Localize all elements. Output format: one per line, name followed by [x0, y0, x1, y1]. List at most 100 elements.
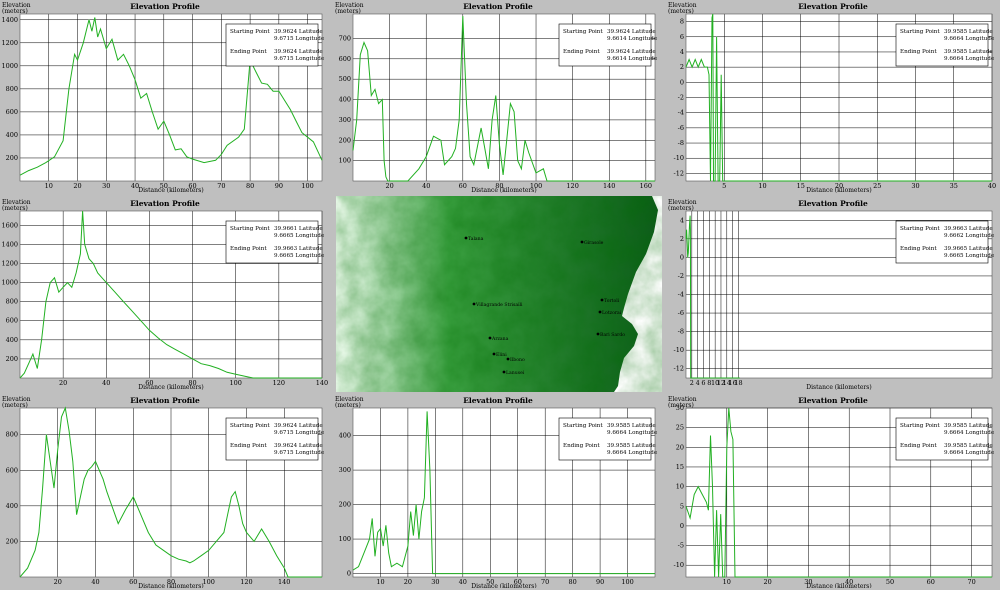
- legend-start-lon: 9.6662 Longitude: [944, 233, 995, 239]
- legend-box: [225, 220, 319, 264]
- legend-end-label: Ending Point: [230, 443, 267, 449]
- elevation-line: [19, 406, 322, 578]
- y-axis-unit: (meters): [2, 205, 28, 212]
- y-tick-label: 1000: [1, 279, 18, 287]
- place-label: Talana: [468, 236, 484, 242]
- legend-end-label: Ending Point: [230, 49, 267, 55]
- legend-end-lat: 39.9585 Latitude: [944, 443, 993, 449]
- place-label: Arzana: [491, 336, 509, 342]
- x-tick-label: 70: [217, 182, 225, 190]
- x-tick-label: 120: [240, 578, 252, 586]
- y-tick-label: 5: [680, 502, 684, 510]
- x-tick-label: 90: [275, 182, 283, 190]
- y-tick-label: 15: [676, 463, 684, 471]
- x-tick-label: 20: [385, 182, 393, 190]
- x-tick-label: 120: [273, 379, 285, 387]
- x-axis-label: Distance (kilometers): [806, 384, 871, 391]
- legend-start-lon: 9.6665 Longitude: [274, 233, 325, 239]
- y-axis-label: Elevation: [2, 199, 31, 206]
- x-tick-label: 25: [873, 182, 881, 190]
- x-tick-label: 12: [717, 379, 725, 387]
- chart-title: Elevation Profile: [463, 2, 533, 11]
- x-tick-label: 50: [160, 182, 168, 190]
- legend-start-label: Starting Point: [563, 423, 603, 429]
- legend-end-label: Ending Point: [230, 246, 267, 252]
- y-tick-label: 100: [339, 157, 351, 165]
- place-marker: [596, 332, 600, 336]
- x-tick-label: 15: [797, 182, 805, 190]
- x-axis-label: Distance (kilometers): [138, 583, 203, 588]
- place-label: Villagrande Strisaili: [475, 302, 523, 308]
- x-axis-label: Distance (kilometers): [138, 384, 203, 391]
- y-tick-label: 700: [339, 34, 351, 42]
- place-label: Lotzorai: [602, 310, 622, 316]
- legend-box: [895, 417, 989, 461]
- y-axis-unit: (meters): [668, 402, 694, 409]
- y-tick-label: 1600: [1, 221, 18, 229]
- x-tick-label: 10: [758, 182, 766, 190]
- place-marker: [598, 310, 602, 314]
- x-axis-label: Distance (kilometers): [138, 187, 203, 194]
- y-axis-label: Elevation: [335, 396, 364, 403]
- elevation-chart-4: Elevation Profile Elevation (meters) 20 40 60…: [0, 197, 330, 391]
- legend-end-label: Ending Point: [563, 443, 600, 449]
- y-tick-label: 400: [339, 96, 351, 104]
- x-tick-label: 80: [246, 182, 254, 190]
- chart-svg: Elevation Profile Elevation(meters) 10 20 30…: [668, 396, 995, 588]
- x-tick-label: 10: [723, 578, 731, 586]
- y-axis-label: Elevation: [668, 396, 697, 403]
- elevation-chart-3: Elevation Profile Elevation (meters) 5 10 15 2…: [666, 0, 996, 194]
- x-tick-label: 160: [640, 182, 652, 190]
- y-tick-label: 10: [676, 483, 684, 491]
- x-tick-label: 60: [129, 578, 137, 586]
- y-tick-label: 1400: [1, 16, 18, 24]
- x-axis-label: Distance (kilometers): [471, 583, 536, 588]
- y-tick-label: 1400: [1, 240, 18, 248]
- terrain-map-svg: Talana Villagrande Strisaili Arzana EliniIl…: [336, 196, 662, 392]
- legend-box: [895, 220, 989, 264]
- elevation-chart-2: Elevation Profile Elevation (meters) 20 40 60…: [333, 0, 663, 194]
- chart-svg: Elevation Profile Elevation(meters) 10 20 30…: [1, 2, 324, 194]
- terrain-map[interactable]: Talana Villagrande Strisaili Arzana Elini Il…: [336, 196, 662, 392]
- legend-start-lat: 39.9663 Latitude: [944, 226, 993, 232]
- legend-start-label: Starting Point: [230, 423, 270, 429]
- y-axis-unit: (meters): [335, 402, 361, 409]
- x-tick-label: 20: [763, 578, 771, 586]
- y-tick-label: 0: [680, 78, 684, 86]
- place-marker: [472, 302, 476, 306]
- legend-end-lat: 39.9624 Latitude: [607, 49, 656, 55]
- x-tick-label: 40: [131, 182, 139, 190]
- elevation-chart-5: Elevation Profile Elevation (meters) 2 4 6 8 10…: [666, 197, 996, 391]
- y-tick-label: 4: [680, 48, 684, 56]
- place-label: Bari Sardo: [600, 332, 625, 338]
- legend-end-lon: 9.6715 Longitude: [274, 450, 325, 456]
- legend-end-lon: 9.6665 Longitude: [944, 253, 995, 259]
- x-tick-label: 80: [167, 578, 175, 586]
- legend-start-lat: 39.9624 Latitude: [274, 29, 323, 35]
- y-tick-label: 0: [680, 522, 684, 530]
- y-tick-label: -2: [678, 94, 684, 102]
- y-tick-label: -10: [674, 561, 684, 569]
- y-tick-label: 600: [6, 466, 18, 474]
- legend-end-lat: 39.9665 Latitude: [944, 246, 993, 252]
- x-tick-label: 80: [188, 379, 196, 387]
- legend-start-lat: 39.9624 Latitude: [607, 29, 656, 35]
- legend-start-lat: 39.9624 Latitude: [274, 423, 323, 429]
- chart-title: Elevation Profile: [130, 199, 200, 208]
- y-tick-label: 200: [6, 154, 18, 162]
- x-tick-label: 8: [707, 379, 711, 387]
- place-label: Elini: [496, 352, 507, 358]
- x-tick-label: 16: [728, 379, 736, 387]
- plot-frame: [352, 407, 656, 578]
- legend-end-lat: 39.9585 Latitude: [607, 443, 656, 449]
- legend-start-lon: 9.6664 Longitude: [607, 430, 658, 436]
- x-tick-label: 20: [835, 182, 843, 190]
- legend-start-label: Starting Point: [900, 423, 940, 429]
- legend-end-lon: 9.6664 Longitude: [944, 450, 995, 456]
- y-tick-label: 300: [339, 466, 351, 474]
- place-marker: [506, 357, 510, 361]
- chart-title: Elevation Profile: [130, 2, 200, 11]
- place-marker: [502, 370, 506, 374]
- x-tick-label: 60: [927, 578, 935, 586]
